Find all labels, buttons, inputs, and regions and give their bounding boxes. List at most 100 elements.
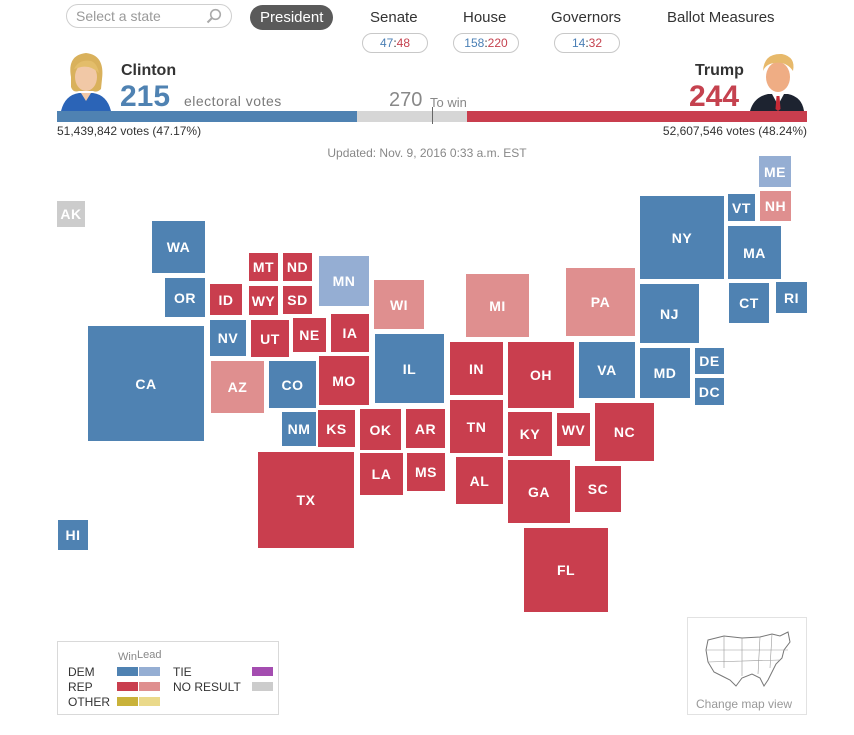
trump-electoral-votes: 244 xyxy=(689,80,740,113)
state-ny[interactable]: NY xyxy=(640,196,724,279)
state-ct[interactable]: CT xyxy=(729,283,769,323)
state-de[interactable]: DE xyxy=(695,348,724,374)
clinton-popular-votes: 51,439,842 votes (47.17%) xyxy=(57,124,202,138)
state-ok[interactable]: OK xyxy=(360,409,401,450)
search-icon[interactable] xyxy=(206,8,222,24)
house-rep-seats: 220 xyxy=(487,36,508,50)
tab-governors[interactable]: Governors xyxy=(551,9,622,26)
state-ma[interactable]: MA xyxy=(728,226,781,279)
state-nc[interactable]: NC xyxy=(595,403,654,461)
tab-ballot-measures[interactable]: Ballot Measures xyxy=(667,9,775,26)
state-sc[interactable]: SC xyxy=(575,466,621,512)
state-ar[interactable]: AR xyxy=(406,409,445,448)
state-or[interactable]: OR xyxy=(165,278,205,317)
state-mi[interactable]: MI xyxy=(466,274,529,337)
state-pa[interactable]: PA xyxy=(566,268,635,336)
senate-rep-seats: 48 xyxy=(396,36,411,50)
rep-ev-bar xyxy=(466,111,807,122)
legend-rep-win-swatch xyxy=(117,682,138,691)
governors-rep-seats: 32 xyxy=(588,36,603,50)
undecided-ev-bar xyxy=(356,111,467,122)
state-vt[interactable]: VT xyxy=(728,194,755,221)
state-mo[interactable]: MO xyxy=(319,356,369,405)
clinton-avatar xyxy=(57,47,115,111)
state-dc[interactable]: DC xyxy=(695,378,724,405)
state-ut[interactable]: UT xyxy=(251,320,289,357)
governors-dem-seats: 14 xyxy=(571,36,586,50)
state-nm[interactable]: NM xyxy=(282,412,316,446)
state-ak[interactable]: AK xyxy=(57,201,85,227)
legend-rep-lead-swatch xyxy=(139,682,160,691)
state-tn[interactable]: TN xyxy=(450,400,503,453)
legend-other-win-swatch xyxy=(117,697,138,706)
dem-ev-bar xyxy=(57,111,357,122)
legend-win-heading: Win xyxy=(118,651,137,663)
updated-timestamp: Updated: Nov. 9, 2016 0:33 a.m. EST xyxy=(327,146,527,160)
state-ga[interactable]: GA xyxy=(508,460,570,523)
legend-dem-lead-swatch xyxy=(139,667,160,676)
state-ca[interactable]: CA xyxy=(88,326,204,441)
state-in[interactable]: IN xyxy=(450,342,503,395)
to-win-marker xyxy=(432,107,433,124)
state-ia[interactable]: IA xyxy=(331,314,369,352)
state-fl[interactable]: FL xyxy=(524,528,608,612)
state-hi[interactable]: HI xyxy=(58,520,88,550)
us-map-icon xyxy=(705,631,791,687)
state-nj[interactable]: NJ xyxy=(640,284,699,343)
legend-dem-label: DEM xyxy=(68,665,95,679)
state-nh[interactable]: NH xyxy=(760,191,791,221)
state-mn[interactable]: MN xyxy=(319,256,369,306)
tab-house[interactable]: House xyxy=(463,9,507,26)
map-legend: Win Lead DEM REP OTHER TIE NO RESULT xyxy=(57,641,279,715)
state-nd[interactable]: ND xyxy=(283,253,312,281)
state-va[interactable]: VA xyxy=(579,342,635,398)
change-map-view-label: Change map view xyxy=(696,697,793,711)
legend-tie-label: TIE xyxy=(173,665,192,679)
house-score[interactable]: 158:220 xyxy=(453,33,519,53)
house-dem-seats: 158 xyxy=(464,36,485,50)
state-ks[interactable]: KS xyxy=(318,410,355,447)
electoral-votes-label: electoral votes xyxy=(184,93,282,109)
to-win-number: 270 xyxy=(389,89,423,111)
state-id[interactable]: ID xyxy=(210,284,242,315)
legend-other-lead-swatch xyxy=(139,697,160,706)
state-la[interactable]: LA xyxy=(360,453,403,495)
state-search xyxy=(66,4,232,28)
clinton-electoral-votes: 215 xyxy=(120,80,171,113)
state-sd[interactable]: SD xyxy=(283,286,312,314)
legend-tie-swatch xyxy=(252,667,273,676)
clinton-name: Clinton xyxy=(121,62,177,79)
state-ms[interactable]: MS xyxy=(407,453,445,491)
change-map-view-button[interactable]: Change map view xyxy=(687,617,807,715)
governors-score[interactable]: 14:32 xyxy=(554,33,620,53)
state-ky[interactable]: KY xyxy=(508,412,552,456)
tab-senate[interactable]: Senate xyxy=(370,9,418,26)
state-nv[interactable]: NV xyxy=(210,320,246,356)
state-md[interactable]: MD xyxy=(640,348,690,398)
state-oh[interactable]: OH xyxy=(508,342,574,408)
search-input[interactable] xyxy=(76,8,201,24)
state-ri[interactable]: RI xyxy=(776,282,807,313)
state-wa[interactable]: WA xyxy=(152,221,205,273)
state-co[interactable]: CO xyxy=(269,361,316,408)
to-win-label: To win xyxy=(430,95,467,110)
trump-avatar xyxy=(748,47,806,111)
legend-rep-label: REP xyxy=(68,680,93,694)
legend-other-label: OTHER xyxy=(68,695,110,709)
trump-popular-votes: 52,607,546 votes (48.24%) xyxy=(662,124,807,138)
state-wy[interactable]: WY xyxy=(249,286,278,315)
state-ne[interactable]: NE xyxy=(293,318,326,352)
state-wi[interactable]: WI xyxy=(374,280,424,329)
state-il[interactable]: IL xyxy=(375,334,444,403)
senate-score[interactable]: 47:48 xyxy=(362,33,428,53)
legend-no-result-swatch xyxy=(252,682,273,691)
state-az[interactable]: AZ xyxy=(211,361,264,413)
state-me[interactable]: ME xyxy=(759,156,791,187)
state-mt[interactable]: MT xyxy=(249,253,278,281)
legend-lead-heading: Lead xyxy=(137,649,162,661)
state-tx[interactable]: TX xyxy=(258,452,354,548)
state-al[interactable]: AL xyxy=(456,457,503,504)
tab-president[interactable]: President xyxy=(250,5,334,30)
trump-name: Trump xyxy=(695,62,744,79)
state-wv[interactable]: WV xyxy=(557,413,590,446)
